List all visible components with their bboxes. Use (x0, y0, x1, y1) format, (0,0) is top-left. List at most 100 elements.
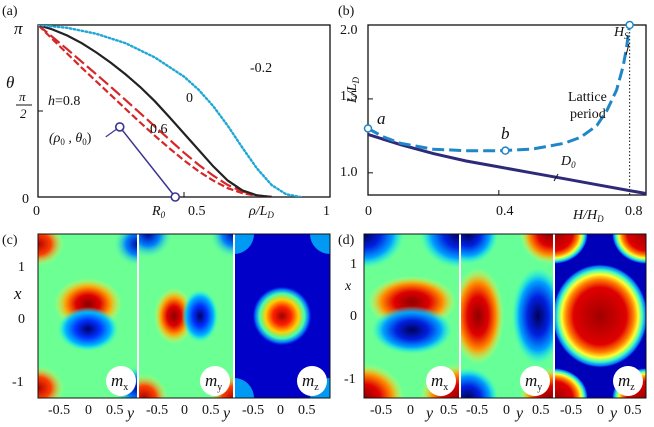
a-xtick-1: 1 (323, 204, 330, 219)
panel-b-frame (367, 24, 647, 196)
d-xtick-a1: -0.5 (370, 403, 392, 418)
b-ytick-20: 2.0 (340, 23, 358, 38)
d-ytick-1: 1 (350, 257, 357, 272)
d-badge-z (613, 366, 643, 396)
b-label-a: a (377, 109, 386, 128)
c-xtick-b2: 0 (181, 403, 188, 418)
panel-b-ticks (368, 98, 500, 195)
c-ytick-1: 1 (18, 260, 25, 275)
b-label-b: b (501, 124, 510, 143)
d-badge-label-z: mz (618, 371, 635, 393)
panel-c-label: (c) (2, 233, 18, 248)
c-xtick-a1: -0.5 (48, 403, 70, 418)
b-point-b (501, 146, 510, 155)
c-xtick-a2: 0 (85, 403, 92, 418)
b-point-hs (625, 20, 634, 30)
a-xtick-05: 0.5 (188, 204, 206, 219)
panel-a-frame (37, 24, 331, 198)
c-badge-y (200, 366, 230, 396)
c-ylabel: x (13, 284, 22, 303)
d-xlabel-1: y (424, 405, 434, 422)
c-xtick-a3: 0.5 (106, 403, 124, 418)
a-series-3 (38, 25, 302, 197)
a-point-marker (114, 122, 125, 132)
b-xtick-04: 0.4 (496, 204, 514, 219)
d-frame (363, 233, 647, 399)
c-badge-label-z: mz (302, 371, 319, 393)
a-label-point: (ρ0 , θ0) (49, 131, 92, 147)
panel-b-points (363, 20, 634, 155)
a-xtick-0: 0 (33, 204, 40, 219)
c-badge-x (106, 366, 136, 396)
b-d0-leader (553, 173, 559, 182)
c-badge-label-x: mx (111, 371, 128, 393)
c-xtick-b3: 0.5 (202, 403, 220, 418)
a-ylabel: θ (6, 73, 14, 92)
a-r0-marker (170, 192, 181, 202)
d-xtick-c1: -0.5 (560, 403, 582, 418)
b-series-1 (368, 25, 632, 153)
panel-b-curves (368, 25, 646, 195)
a-series-1 (38, 25, 272, 197)
c-badges: mx my mz (106, 366, 327, 396)
b-label-hs: HS (613, 25, 629, 41)
panel-a: (a) π π 2 0 θ 0 0.5 1 ρ/LD h=0.8 0.6 0 -… (2, 4, 331, 220)
a-tangent-line (119, 126, 176, 198)
d-badge-y (520, 366, 550, 396)
c-frame (37, 233, 331, 399)
b-hs-leader (625, 43, 630, 56)
b-xtick-08: 0.8 (625, 204, 643, 219)
b-label-d0: D0 (560, 154, 576, 170)
c-xtick-c3: 0.5 (298, 403, 316, 418)
d-xlabel-2: y (514, 405, 524, 422)
a-ytick-pi: π (14, 19, 23, 38)
d-xtick-b2: 0 (503, 403, 510, 418)
c-badge-label-y: my (205, 371, 222, 393)
d-badge-x (426, 366, 456, 396)
d-xtick-a2: 0 (407, 403, 414, 418)
a-label-hm02: -0.2 (250, 61, 272, 76)
panel-a-construction (105, 122, 181, 202)
panel-a-curves (38, 25, 302, 197)
a-label-r0: R0 (151, 204, 166, 220)
d-ytick-0: 0 (350, 309, 357, 324)
d-ylabel: x (344, 279, 352, 294)
c-xtick-c2: 0 (277, 403, 284, 418)
d-xlabel-3: y (608, 405, 618, 422)
a-ytick-0: 0 (22, 192, 29, 207)
d-xtick-b1: -0.5 (466, 403, 488, 418)
a-series-0 (38, 25, 272, 197)
panel-d-label: (d) (338, 233, 355, 248)
a-label-h06: 0.6 (150, 122, 168, 137)
a-ytick-pi2-num: π (19, 89, 26, 104)
d-xtick-a3: 0.5 (440, 403, 458, 418)
d-badge-label-x: mx (431, 371, 448, 393)
a-label-h08: h=0.8 (48, 94, 80, 109)
d-tile-mz (554, 234, 646, 398)
b-ylabel: L/LD (345, 77, 361, 104)
panel-b: (b) 1.0 1.5 2.0 L/LD 0 0.4 0.8 H/HD a b … (338, 4, 647, 224)
a-ytick-pi2-den: 2 (20, 106, 27, 121)
b-xtick-0: 0 (365, 204, 372, 219)
d-xtick-b3: 0.5 (532, 403, 550, 418)
d-ytick-m1: -1 (344, 372, 356, 387)
b-ytick-15: 1.5 (340, 89, 358, 104)
c-ytick-0: 0 (18, 312, 25, 327)
d-badges: mx my mz (426, 366, 643, 396)
a-label-h0: 0 (186, 91, 193, 106)
c-xlabel-2: y (221, 405, 231, 422)
c-xtick-c1: -0.5 (242, 403, 264, 418)
panel-a-ticks (38, 110, 185, 197)
d-xtick-c3: 0.5 (624, 403, 642, 418)
b-label-lattice: Lattice (568, 90, 607, 105)
c-badge-z (297, 366, 327, 396)
c-xlabel-1: y (125, 405, 135, 422)
panel-c: (c) x 1 0 -1 (2, 233, 331, 422)
b-ytick-10: 1.0 (340, 165, 358, 180)
c-ytick-m1: -1 (12, 375, 24, 390)
d-xtick-c2: 0 (597, 403, 604, 418)
b-xlabel: H/HD (572, 208, 604, 224)
b-point-a (363, 124, 373, 133)
a-xlabel: ρ/LD (248, 204, 274, 220)
